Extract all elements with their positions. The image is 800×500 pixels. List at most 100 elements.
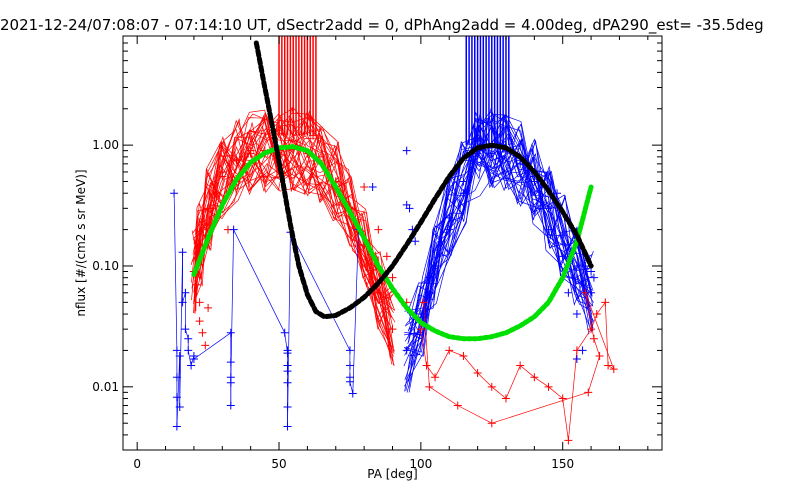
red-connector-line (477, 372, 493, 388)
blue-data-point (187, 361, 196, 370)
blue-data-point (189, 354, 198, 363)
red-data-point (558, 394, 567, 403)
red-data-point (425, 382, 434, 391)
red-connector-line (607, 365, 614, 370)
red-data-point (198, 328, 207, 337)
x-tick-label: 100 (409, 457, 432, 471)
blue-data-point (345, 361, 354, 370)
red-data-point (212, 189, 221, 198)
red-connector-line (585, 292, 615, 370)
red-connector-line (491, 386, 507, 399)
red-data-point (530, 373, 539, 382)
red-data-point (309, 131, 318, 140)
x-tick-label: 50 (271, 457, 286, 471)
red-connector-line (596, 302, 606, 315)
blue-data-point (172, 373, 181, 382)
red-data-point (240, 152, 249, 161)
blue-connector-line (287, 232, 291, 427)
red-data-point (595, 351, 604, 360)
red-series-trace (193, 148, 394, 314)
blue-data-point (564, 288, 573, 297)
blue-connector-line (233, 229, 286, 333)
red-data-point (589, 334, 598, 343)
red-data-point (487, 419, 496, 428)
blue-series-point (572, 261, 581, 270)
blue-data-point (368, 183, 377, 192)
blue-series-point (402, 346, 411, 355)
blue-data-point (283, 378, 292, 387)
red-series-point (388, 325, 397, 334)
red-connector-line (449, 350, 464, 357)
blue-series-trace (408, 149, 593, 343)
blue-data-point (425, 273, 434, 282)
blue-data-point (178, 298, 187, 307)
red-data-point (544, 382, 553, 391)
blue-data-point (589, 273, 598, 282)
blue-data-point (572, 354, 581, 363)
red-data-point (459, 351, 468, 360)
red-connector-line (604, 302, 609, 366)
y-axis-label: nflux [#/(cm2 s sr MeV)] (74, 169, 88, 316)
red-connector-line (534, 376, 549, 388)
red-series-trace (194, 127, 395, 321)
red-connector-line (593, 338, 600, 357)
red-data-point (204, 303, 213, 312)
blue-data-point (558, 252, 567, 261)
red-connector-line (457, 405, 492, 424)
x-tick-label: 150 (551, 457, 574, 471)
red-data-point (431, 373, 440, 382)
green-fit-curve (191, 144, 594, 342)
red-data-point (592, 310, 601, 319)
red-series-trace (190, 141, 396, 323)
red-connector-line (420, 329, 427, 366)
blue-data-point (348, 389, 357, 398)
blue-data-point (170, 189, 179, 198)
blue-data-point (184, 346, 193, 355)
blue-series-point (558, 231, 567, 240)
red-data-point (604, 361, 613, 370)
red-connector-line (519, 365, 535, 378)
x-tick-label: 0 (133, 457, 141, 471)
blue-series-point (544, 204, 553, 213)
red-data-point (516, 361, 525, 370)
blue-series-trace (406, 133, 593, 393)
plot-area (170, 36, 618, 445)
red-connector-line (463, 355, 478, 374)
red-data-point (453, 401, 462, 410)
red-data-point (192, 280, 201, 289)
blue-data-point (181, 325, 190, 334)
red-series-trace (193, 112, 391, 330)
red-data-point (195, 298, 204, 307)
red-data-point (473, 369, 482, 378)
red-connector-line (587, 355, 600, 393)
blue-data-point (411, 237, 420, 246)
y-tick-label: 0.10 (92, 259, 119, 273)
red-data-point (416, 325, 425, 334)
blue-data-point (283, 367, 292, 376)
red-data-point (419, 298, 428, 307)
blue-data-point (553, 189, 562, 198)
red-data-point (564, 436, 573, 445)
blue-series-point (473, 149, 482, 158)
blue-series-point (587, 288, 596, 297)
blue-series-trace (407, 113, 594, 319)
red-data-point (201, 341, 210, 350)
blue-data-point (172, 422, 181, 431)
blue-data-point (345, 346, 354, 355)
red-connector-line (423, 302, 430, 387)
red-series-point (246, 149, 255, 158)
red-connector-line (505, 365, 521, 399)
red-connector-line (429, 386, 458, 406)
red-data-point (445, 346, 454, 355)
blue-data-point (283, 403, 292, 412)
blue-data-point (578, 346, 587, 355)
blue-connector-line (352, 229, 359, 394)
red-data-point (584, 388, 593, 397)
red-series-point (195, 240, 204, 249)
red-connector-line (590, 313, 598, 330)
blue-data-point (445, 225, 454, 234)
blue-data-point (345, 377, 354, 386)
blue-connector-line (176, 355, 181, 427)
x-axis-label: PA [deg] (367, 467, 417, 481)
